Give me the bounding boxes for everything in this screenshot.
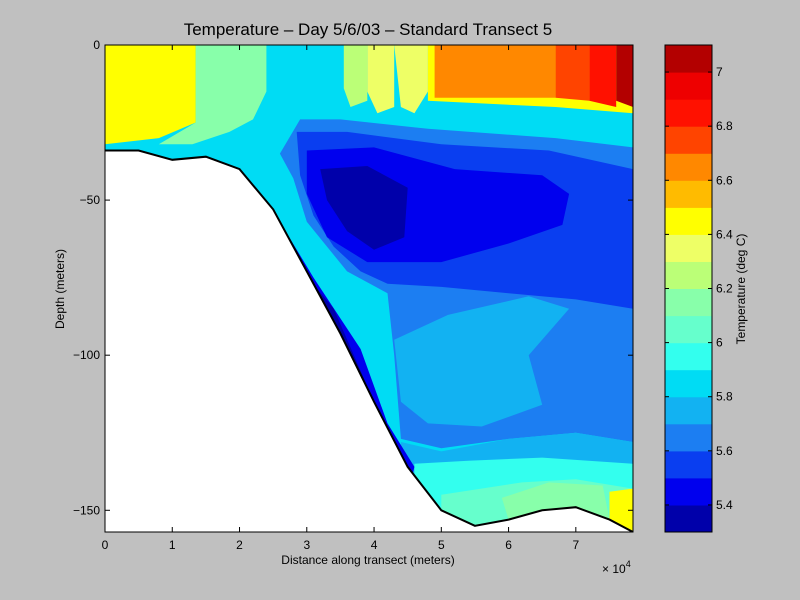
colorbar-band-10 bbox=[665, 261, 712, 289]
colorbar-tick-label: 6.4 bbox=[716, 227, 733, 241]
colorbar-band-2 bbox=[665, 477, 712, 506]
x-tick-label: 7 bbox=[572, 538, 579, 552]
colorbar-tick-label: 5.6 bbox=[716, 444, 733, 458]
plot-frame bbox=[104, 44, 634, 533]
colorbar-band-6 bbox=[665, 369, 712, 398]
y-axis-label: Depth (meters) bbox=[53, 249, 67, 329]
colorbar-band-18 bbox=[665, 45, 712, 73]
y-tick-label: −150 bbox=[73, 503, 100, 517]
plot-area bbox=[105, 45, 633, 532]
colorbar-tick-label: 5.4 bbox=[716, 498, 733, 512]
colorbar-label: Temperature (deg C) bbox=[734, 234, 748, 345]
chart-title: Temperature – Day 5/6/03 – Standard Tran… bbox=[184, 20, 553, 39]
colorbar-tick-label: 7 bbox=[716, 65, 723, 79]
colorbar-tick-label: 6.8 bbox=[716, 119, 733, 133]
x-tick-label: 4 bbox=[371, 538, 378, 552]
x-axis-label: Distance along transect (meters) bbox=[281, 553, 454, 567]
x-tick-label: 6 bbox=[505, 538, 512, 552]
colorbar-band-12 bbox=[665, 207, 712, 235]
temperature-region-4 bbox=[394, 45, 428, 114]
temperature-region-5 bbox=[367, 45, 395, 114]
temperature-region-10 bbox=[589, 45, 617, 107]
x-axis-multiplier: × 104 bbox=[602, 559, 631, 576]
colorbar-band-3 bbox=[665, 450, 712, 479]
temperature-region-16 bbox=[394, 296, 570, 427]
y-tick-label: 0 bbox=[93, 38, 100, 52]
temperature-region-15 bbox=[320, 166, 408, 250]
colorbar-ticks: 5.4 5.6 5.8 6 6.2 6.4 6.6 6.8 7 bbox=[665, 65, 733, 512]
colorbar-band-13 bbox=[665, 180, 712, 208]
colorbar-band-7 bbox=[665, 342, 712, 371]
colorbar-tick-label: 6.2 bbox=[716, 282, 733, 296]
colorbar: 5.4 5.6 5.8 6 6.2 6.4 6.6 6.8 7 Temperature (deg… bbox=[664, 44, 748, 533]
colorbar-band-17 bbox=[665, 72, 712, 100]
temperature-region-11 bbox=[616, 45, 633, 107]
colorbar-band-15 bbox=[665, 126, 712, 154]
colorbar-bands bbox=[665, 45, 712, 533]
temperature-region-6 bbox=[343, 45, 368, 107]
y-tick-label: −50 bbox=[80, 193, 101, 207]
colorbar-tick-label: 5.8 bbox=[716, 390, 733, 404]
x-tick-label: 1 bbox=[169, 538, 176, 552]
colorbar-band-16 bbox=[665, 99, 712, 127]
x-tick-label: 5 bbox=[438, 538, 445, 552]
colorbar-band-5 bbox=[665, 396, 712, 425]
colorbar-band-9 bbox=[665, 288, 712, 317]
x-tick-label: 2 bbox=[236, 538, 243, 552]
x-tick-label: 0 bbox=[102, 538, 109, 552]
seabed-profile-line bbox=[105, 149, 633, 532]
temperature-region-9 bbox=[555, 45, 590, 101]
colorbar-band-11 bbox=[665, 234, 712, 262]
colorbar-band-4 bbox=[665, 423, 712, 452]
temperature-region-3 bbox=[158, 45, 267, 145]
x-axis: 0 1 2 3 4 5 6 7 bbox=[102, 45, 579, 552]
y-tick-label: −100 bbox=[73, 348, 100, 362]
x-tick-label: 3 bbox=[303, 538, 310, 552]
y-axis: 0 −50 −100 −150 bbox=[73, 38, 633, 517]
colorbar-band-8 bbox=[665, 315, 712, 344]
x-multiplier-base: × 10 bbox=[602, 562, 626, 576]
colorbar-band-1 bbox=[665, 504, 712, 533]
colorbar-band-14 bbox=[665, 153, 712, 181]
seabed-region bbox=[105, 150, 633, 532]
colorbar-tick-label: 6.6 bbox=[716, 173, 733, 187]
temperature-region-2 bbox=[105, 45, 196, 145]
colorbar-tick-label: 6 bbox=[716, 336, 723, 350]
temperature-region-21 bbox=[609, 488, 633, 532]
x-multiplier-exponent: 4 bbox=[626, 559, 631, 569]
temperature-region-8 bbox=[434, 45, 556, 98]
